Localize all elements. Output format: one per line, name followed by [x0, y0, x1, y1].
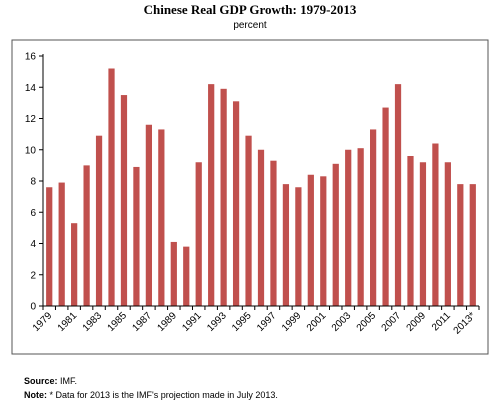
y-tick-label: 12	[25, 114, 37, 125]
bar-1990	[183, 246, 190, 307]
bar-1979	[46, 187, 53, 306]
source-label: Source:	[24, 376, 58, 386]
x-tick-label: 2007	[380, 310, 404, 334]
bar-2006	[382, 107, 389, 306]
x-tick-label: 1987	[130, 310, 154, 334]
y-tick-label: 10	[25, 145, 37, 156]
y-axis: 0 2 4 6 8 10 12 14 16	[25, 52, 44, 313]
note-label: Note:	[24, 390, 47, 400]
bar-2000	[307, 174, 314, 306]
x-tick-label: 2001	[305, 310, 329, 334]
x-tick-label: 1985	[106, 310, 130, 334]
bar-2002	[332, 163, 339, 306]
bar-1992	[208, 84, 215, 307]
y-tick-label: 0	[30, 302, 36, 313]
bar-2004	[357, 148, 364, 306]
bar-1984	[108, 68, 115, 306]
bar-1999	[295, 187, 302, 306]
bar-1991	[195, 162, 202, 306]
bar-1988	[158, 129, 165, 306]
y-tick-label: 6	[30, 208, 36, 219]
bar-2003	[345, 149, 352, 306]
bar-2005	[370, 129, 377, 306]
source-text: IMF.	[57, 376, 78, 386]
x-tick-label: 1991	[180, 310, 204, 334]
bar-2010	[432, 143, 439, 306]
bar-1982	[83, 165, 90, 307]
x-tick-label: 2011	[430, 310, 453, 333]
x-tick-label: 2005	[355, 310, 379, 334]
x-tick-label: 1981	[56, 310, 80, 334]
bar-1980	[58, 182, 65, 306]
x-tick-label: 2009	[405, 310, 429, 334]
x-tick-label: 1979	[31, 310, 55, 334]
x-tick-label: 2013*	[452, 310, 478, 336]
bars-group	[46, 68, 476, 307]
x-tick-label: 1995	[230, 310, 254, 334]
y-tick-label: 14	[25, 83, 37, 94]
x-tick-label: 1999	[280, 310, 304, 334]
bar-1995	[245, 135, 252, 306]
bar-2013	[469, 184, 476, 307]
bar-1987	[145, 124, 152, 306]
bar-1981	[71, 223, 78, 306]
bar-2009	[419, 162, 427, 306]
bar-2011	[444, 162, 451, 306]
note-text: * Data for 2013 is the IMF's projection …	[47, 390, 278, 400]
bar-1998	[282, 184, 290, 307]
x-tick-label: 1989	[155, 310, 179, 334]
bar-1985	[120, 95, 128, 306]
bar-2001	[320, 176, 327, 306]
chart-title: Chinese Real GDP Growth: 1979-2013	[143, 2, 357, 17]
bar-1986	[133, 166, 140, 306]
x-tick-label: 1993	[205, 310, 229, 334]
bar-1989	[170, 241, 177, 306]
chart-frame	[11, 39, 489, 355]
x-axis: 1979 1981 1983 1985 1987 1989 1991 1993 1995 1997…	[31, 305, 480, 337]
source-note: Source: IMF.	[24, 374, 278, 388]
bar-1993	[220, 88, 227, 306]
y-tick-label: 4	[30, 239, 36, 250]
y-tick-label: 8	[30, 177, 36, 188]
footnotes: Source: IMF. Note: * Data for 2013 is th…	[24, 374, 278, 402]
x-tick-label: 1983	[81, 310, 105, 334]
bar-1983	[95, 135, 103, 306]
bar-2012	[457, 184, 464, 307]
chart-subtitle: percent	[233, 20, 267, 31]
bar-2007	[394, 84, 402, 307]
bar-1997	[270, 160, 277, 306]
y-tick-label: 2	[30, 270, 36, 281]
bar-2008	[407, 156, 414, 306]
bar-1996	[257, 149, 265, 306]
data-note: Note: * Data for 2013 is the IMF's proje…	[24, 388, 278, 402]
x-tick-label: 2003	[330, 310, 354, 334]
y-tick-label: 16	[25, 52, 37, 63]
x-tick-label: 1997	[255, 310, 279, 334]
bar-1994	[232, 101, 240, 306]
